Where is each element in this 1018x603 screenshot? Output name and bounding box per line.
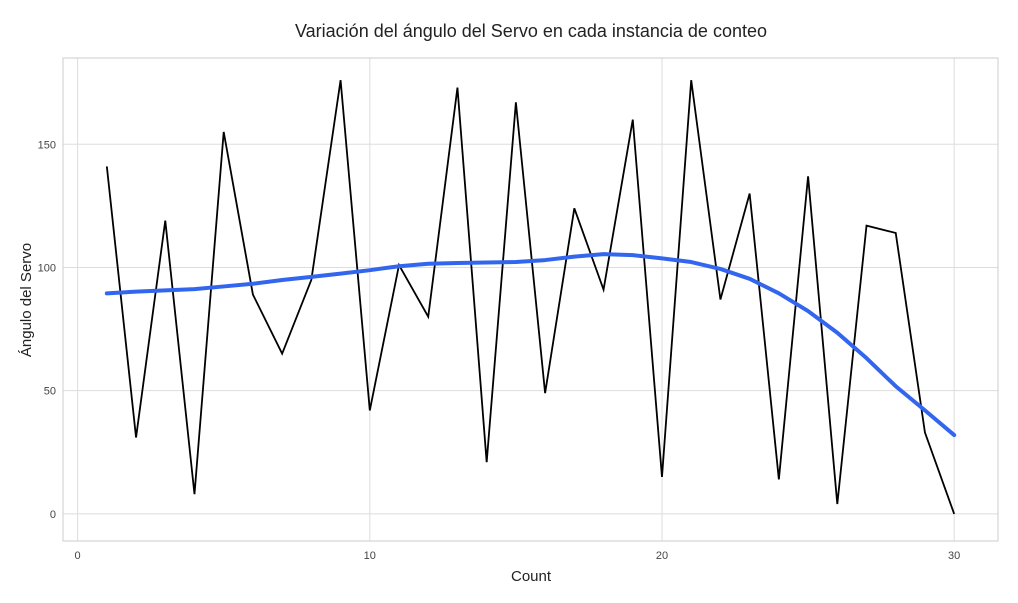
x-tick-label: 20 bbox=[656, 550, 668, 562]
x-axis-title: Count bbox=[511, 568, 552, 585]
y-tick-label: 0 bbox=[50, 509, 56, 521]
x-tick-label: 10 bbox=[364, 550, 376, 562]
chart-title: Variación del ángulo del Servo en cada i… bbox=[295, 21, 767, 41]
grid bbox=[63, 58, 998, 541]
series-layer bbox=[104, 80, 957, 515]
y-tick-label: 150 bbox=[38, 139, 56, 151]
x-tick-label: 0 bbox=[75, 550, 81, 562]
smoothed-trend-line bbox=[104, 252, 957, 438]
x-tick-label: 30 bbox=[948, 550, 960, 562]
y-axis-title: Ángulo del Servo bbox=[18, 243, 35, 357]
tick-labels: 0 10 20 30 0 50 100 150 bbox=[38, 139, 961, 562]
servo-angle-line bbox=[105, 80, 956, 515]
y-tick-label: 50 bbox=[44, 386, 56, 398]
y-tick-label: 100 bbox=[38, 262, 56, 274]
plot-panel-border bbox=[62, 57, 999, 542]
